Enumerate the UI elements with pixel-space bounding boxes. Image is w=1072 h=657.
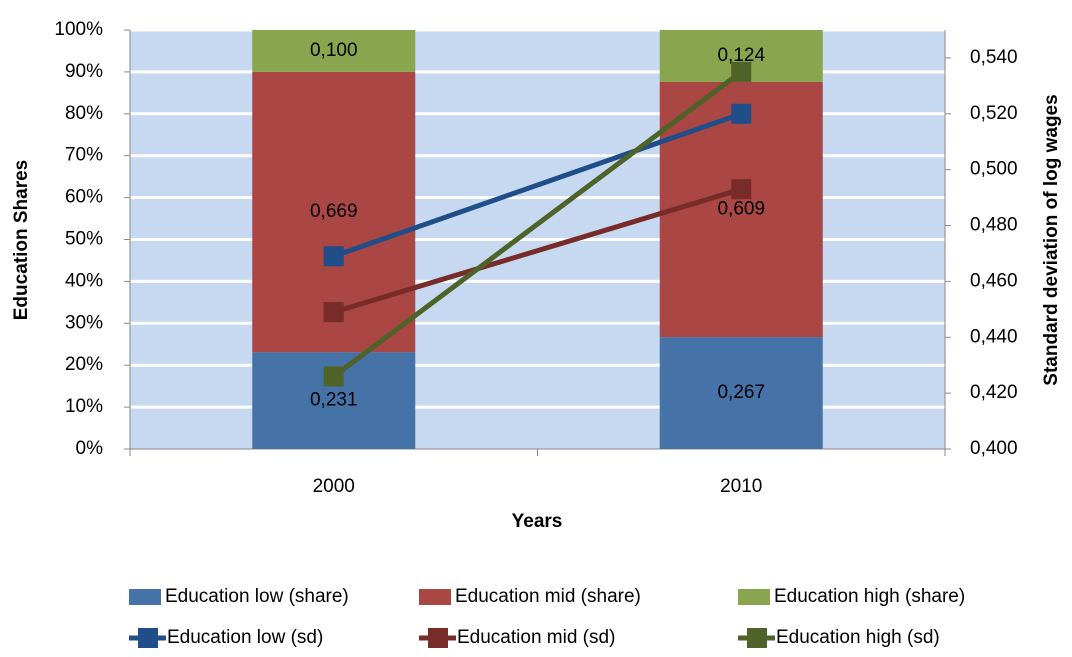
x-tick-label: 2000 (313, 476, 355, 497)
y-tick-label: 60% (65, 187, 103, 208)
legend-marker (747, 628, 767, 648)
y2-tick-label: 0,460 (970, 270, 1018, 291)
line-marker (323, 302, 344, 323)
y2-axis-title: Standard deviation of log wages (1041, 94, 1062, 385)
y2-tick-label: 0,540 (970, 47, 1018, 68)
legend-label: Education low (sd) (167, 627, 323, 648)
legend-label: Education mid (sd) (457, 627, 615, 648)
y-tick-label: 100% (54, 19, 103, 40)
bar-segment (252, 30, 416, 72)
y2-tick-label: 0,520 (970, 103, 1018, 124)
y-tick-label: 80% (65, 103, 103, 124)
line-marker (731, 61, 752, 82)
bar-segment (659, 81, 823, 338)
legend-label: Education low (share) (165, 586, 349, 607)
legend-marker (428, 628, 448, 648)
line (332, 111, 743, 259)
y2-tick-label: 0,420 (970, 382, 1018, 403)
data-label: 0,267 (717, 382, 765, 403)
line (333, 186, 742, 315)
legend-swatch (419, 589, 451, 605)
bar-segment (659, 337, 823, 449)
legend-marker (138, 628, 158, 648)
y-tick-label: 30% (65, 312, 103, 333)
y-axis-title: Education Shares (11, 160, 32, 321)
y2-tick-label: 0,440 (970, 326, 1018, 347)
legend-label: Education high (sd) (776, 627, 940, 648)
y-tick-label: 40% (65, 270, 103, 291)
legend-label: Education mid (share) (455, 586, 641, 607)
line-marker (323, 366, 344, 387)
legend-swatch (738, 589, 770, 605)
legend-swatch (129, 589, 161, 605)
y-tick-label: 20% (65, 354, 103, 375)
x-tick-label: 2010 (720, 476, 762, 497)
y2-tick-label: 0,500 (970, 159, 1018, 180)
line-marker (323, 246, 344, 267)
y-tick-label: 10% (65, 396, 103, 417)
data-label: 0,231 (310, 390, 358, 411)
line-marker (731, 179, 752, 200)
y-tick-label: 90% (65, 61, 103, 82)
legend-label: Education high (share) (774, 586, 965, 607)
y2-tick-label: 0,480 (970, 215, 1018, 236)
x-axis-title: Years (512, 511, 563, 532)
y-tick-label: 0% (76, 438, 104, 459)
data-label: 0,669 (310, 201, 358, 222)
y-tick-label: 70% (65, 145, 103, 166)
data-label: 0,124 (717, 45, 765, 66)
line (332, 69, 743, 379)
line-marker (731, 103, 752, 124)
y2-tick-label: 0,400 (970, 438, 1018, 459)
y-tick-label: 50% (65, 229, 103, 250)
data-label: 0,100 (310, 40, 358, 61)
data-label: 0,609 (717, 199, 765, 220)
